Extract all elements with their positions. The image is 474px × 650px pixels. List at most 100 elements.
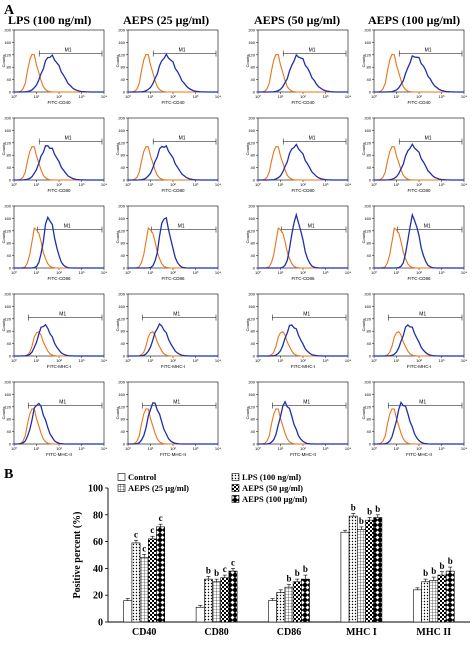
histogram-x-axis-label: FITC-MHC-II [406,452,432,457]
histogram-x-tick-label: 10⁰ [371,270,377,275]
column-header-aeps-100: AEPS (100 μg/ml) [368,13,460,27]
histogram-y-tick-label: 0 [9,178,12,183]
histogram-y-tick-label: 0 [253,442,256,447]
y-tick-label: 20 [93,591,103,602]
bar [204,578,213,623]
histogram-y-axis-label: Counts [361,319,366,332]
histogram-x-tick-label: 10⁴ [215,94,221,99]
histogram-x-tick-label: 10³ [79,182,85,187]
histogram-x-tick-label: 10⁰ [255,94,261,99]
histogram-x-tick-label: 10⁴ [345,270,351,275]
histogram-y-tick-label: 80 [7,417,12,422]
histogram-x-tick-label: 10³ [439,446,445,451]
bar [437,574,447,623]
histogram-panel: 0 40 80 120 160 200 10⁰ 10¹ 10² 10³ 10⁴ Counts FITC-… [245,292,351,370]
histogram-y-tick-label: 40 [7,341,12,346]
bar [139,557,149,623]
bar [421,581,430,623]
histogram-y-tick-label: 160 [364,216,371,221]
histogram-y-tick-label: 200 [4,380,11,385]
histogram-y-tick-label: 40 [121,341,126,346]
histogram-panel: 0 40 80 120 160 200 10⁰ 10¹ 10² 10³ 10⁴ Counts FITC-… [245,380,351,458]
histogram-frame [257,205,349,269]
histogram-y-axis-label: Counts [361,55,366,68]
histogram-y-axis-label: Counts [1,319,6,332]
histogram-panel: 0 40 80 120 160 200 10⁰ 10¹ 10² 10³ 10⁴ Counts FITC-… [1,292,107,370]
bar [356,529,366,623]
histogram-x-tick-label: 10⁰ [255,270,261,275]
histogram-x-axis-label: FITC-CD40 [291,100,314,105]
histogram-y-axis-label: Counts [115,143,120,156]
gate-label: M1 [419,400,426,406]
histogram-x-tick-label: 10³ [193,358,199,363]
histogram-x-tick-label: 10¹ [34,446,40,451]
histogram-y-tick-label: 80 [367,417,372,422]
histogram-x-tick-label: 10⁰ [11,358,17,363]
category-label: CD40 [132,627,156,638]
histogram-panel: 0 40 80 120 160 200 10⁰ 10¹ 10² 10³ 10⁴ Counts FITC-… [1,116,107,194]
histogram-x-tick-label: 10¹ [34,270,40,275]
significance-letter: b [367,506,372,516]
y-axis-label: Positive percent (%) [72,511,83,598]
gate-label: M1 [419,312,426,318]
panel-a-label: A [4,3,15,18]
histogram-y-tick-label: 120 [364,52,371,57]
panel-b-label: B [4,467,13,482]
gate-label: M1 [424,224,431,230]
histogram-panel: 0 40 80 120 160 200 10⁰ 10¹ 10² 10³ 10⁴ Counts FITC-… [1,204,107,282]
histogram-y-axis-label: Counts [115,231,120,244]
histogram-x-tick-label: 10⁴ [215,182,221,187]
bar [123,600,133,623]
histogram-x-tick-label: 10² [416,358,422,363]
control-histogram [14,408,104,445]
histogram-y-tick-label: 120 [248,404,255,409]
treated-histogram [258,324,348,357]
histogram-y-tick-label: 160 [364,392,371,397]
histogram-x-tick-label: 10² [300,446,306,451]
histogram-y-tick-label: 160 [118,128,125,133]
histogram-x-tick-label: 10³ [439,182,445,187]
histogram-y-tick-label: 120 [4,140,11,145]
histogram-y-tick-label: 80 [251,153,256,158]
histogram-panel: 0 40 80 120 160 200 10⁰ 10¹ 10² 10³ 10⁴ Counts FITC-… [361,116,467,194]
histogram-x-tick-label: 10³ [323,446,329,451]
histogram-x-tick-label: 10¹ [394,446,400,451]
histogram-y-axis-label: Counts [245,407,250,420]
histogram-y-tick-label: 40 [121,429,126,434]
histogram-x-axis-label: FITC-CD40 [407,100,430,105]
y-tick-label: 80 [93,510,103,521]
column-header-aeps-50: AEPS (50 μg/ml) [254,13,340,27]
histogram-y-tick-label: 80 [7,153,12,158]
histogram-x-tick-label: 10⁰ [125,182,131,187]
histogram-y-tick-label: 160 [248,392,255,397]
legend-label: AEPS (25 μg/ml) [128,483,189,493]
histogram-y-tick-label: 160 [4,392,11,397]
histogram-frame [373,381,465,445]
gate-label: M1 [425,48,432,54]
treated-histogram [14,53,104,93]
gate-label: M1 [179,136,186,142]
histogram-y-axis-label: Counts [245,143,250,156]
bar [276,592,286,623]
histogram-y-tick-label: 120 [4,404,11,409]
histogram-x-tick-label: 10⁰ [125,94,131,99]
histogram-y-tick-label: 80 [367,329,372,334]
gate-label: M1 [309,136,316,142]
histogram-y-tick-label: 120 [248,52,255,57]
histogram-y-tick-label: 0 [253,354,256,359]
treated-histogram [128,402,218,445]
histogram-y-tick-label: 160 [4,216,11,221]
histogram-x-tick-label: 10² [416,446,422,451]
significance-letter: b [206,565,211,575]
histogram-x-tick-label: 10¹ [148,182,154,187]
histogram-y-tick-label: 200 [118,204,125,209]
y-tick-label: 100 [88,484,103,495]
histogram-x-axis-label: FITC-MHC-I [161,364,186,369]
histogram-y-axis-label: Counts [115,319,120,332]
control-histogram [258,227,348,269]
treated-histogram [374,143,464,181]
legend-label: AEPS (100 μg/ml) [242,494,307,504]
significance-letter: c [223,564,227,574]
bar [348,515,358,623]
histogram-y-tick-label: 160 [248,40,255,45]
